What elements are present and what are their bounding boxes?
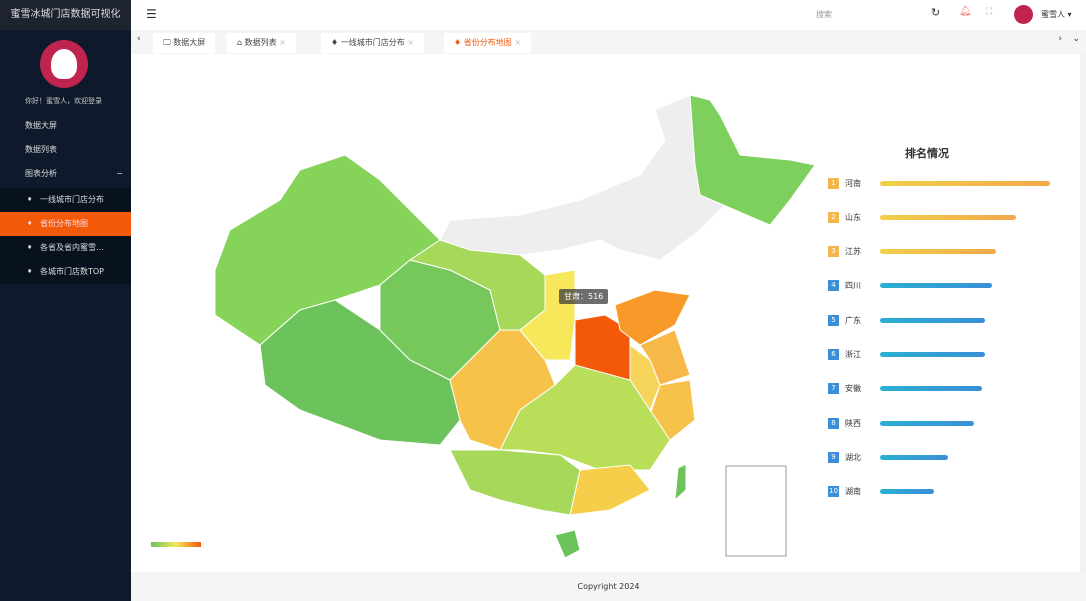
china-map [151,94,816,559]
ranking-item: 10 湖南 [828,486,935,498]
user-name: 蜜雪人 [1041,10,1065,19]
rank-badge: 2 [828,211,839,223]
rank-bar [880,352,986,357]
rank-badge: 10 [828,486,839,498]
sidebar: 蜜雪冰城门店数据可视化 你好！蜜雪人，欢迎登录 数据大屏 数据列表 图表分析 − … [0,0,131,601]
search-input[interactable]: 搜索 [816,10,832,19]
sidebar-item-charts[interactable]: 图表分析 − [0,162,131,186]
rank-badge: 5 [828,314,839,326]
ranking-item: 9 湖北 [828,451,948,463]
rank-bar [880,489,935,495]
sidebar-item-dashboard[interactable]: 数据大屏 [25,121,57,130]
header: ☰ 搜索 ↻ 🔔︎ ⛶ 蜜雪人 ▾ [131,0,1086,30]
sidebar-item-label: 图表分析 [25,169,57,178]
rank-badge: 6 [828,349,839,360]
rank-badge: 7 [828,383,839,395]
sidebar-sub-province[interactable]: 各省及省内蜜雪... [0,236,131,260]
region-northeast-gray [439,94,741,261]
rank-bar [880,249,996,255]
ranking-item: 8 陕西 [828,417,974,429]
region-guangdong [569,464,651,516]
bell-icon[interactable]: 🔔︎ [959,6,972,17]
rank-name: 浙江 [845,350,861,359]
rank-name: 安徽 [845,384,861,394]
user-avatar[interactable] [1014,5,1033,24]
tab-bar: ‹ 🖵 数据大屏 ⌂ 数据列表 × ♦ 一线城市门店分布 × ♦ 省份分布地图 … [131,30,1086,54]
welcome-text: 你好！蜜雪人，欢迎登录 [25,97,102,105]
rank-name: 广东 [845,315,861,325]
region-zhejiang [649,379,696,441]
ranking-item: 5 广东 [828,314,986,326]
tab-scroll-left-icon[interactable]: ‹ [137,34,141,44]
rank-badge: 3 [828,246,839,258]
region-taiwan [674,463,687,502]
tab-scroll-right-icon[interactable]: › [1058,34,1062,44]
rank-bar [880,214,1016,220]
tab-list[interactable]: ⌂ 数据列表 × [227,33,296,53]
app-title: 蜜雪冰城门店数据可视化 [0,0,131,30]
region-heilongjiang [689,94,816,226]
refresh-icon[interactable]: ↻ [931,6,941,19]
ranking-item: 6 浙江 [828,349,986,361]
sidebar-item-list[interactable]: 数据列表 [25,145,57,154]
menu-toggle-icon[interactable]: ☰ [146,7,157,21]
rank-name: 河南 [845,178,861,188]
visual-map-legend[interactable] [151,542,201,547]
rank-bar [880,386,982,392]
rank-badge: 1 [828,177,839,189]
region-south [449,449,581,516]
tab-label: 数据列表 [244,38,277,47]
rank-bar [880,420,974,426]
sidebar-sub-top[interactable]: 各城市门店数TOP [0,260,131,284]
sidebar-sub-city[interactable]: 一线城市门店分布 [0,188,131,212]
ranking-item: 2 山东 [828,211,1016,223]
rank-name: 湖南 [845,487,861,497]
rank-badge: 9 [828,451,839,463]
rank-name: 陕西 [845,418,861,428]
ranking-item: 4 四川 [828,280,993,292]
rank-bar [880,283,993,289]
tab-city[interactable]: ♦ 一线城市门店分布 × [321,33,424,53]
region-jiangsu [639,329,691,386]
map-tooltip: 甘肃：516 [559,289,609,304]
ranking-item: 7 安徽 [828,383,982,395]
tab-province-map[interactable]: ♦ 省份分布地图 × [444,33,531,53]
rank-bar [880,317,986,323]
region-hainan [554,529,581,559]
rank-bar [880,454,948,460]
rank-name: 山东 [845,212,861,222]
ranking-item: 3 江苏 [828,246,996,258]
user-menu[interactable]: 蜜雪人 ▾ [1041,10,1072,19]
tab-label: 数据大屏 [173,38,206,47]
tab-label: 一线城市门店分布 [340,38,405,47]
rank-name: 湖北 [845,452,861,462]
fullscreen-icon[interactable]: ⛶ [986,7,993,17]
rank-name: 江苏 [845,247,861,257]
tab-menu-icon[interactable]: ⌄ [1072,34,1080,44]
south-china-sea-inset [725,465,787,557]
tab-label: 省份分布地图 [463,38,512,47]
sidebar-sub-province-map[interactable]: 省份分布地图 [0,212,131,236]
ranking-item: 1 河南 [828,177,1050,189]
rank-name: 四川 [845,281,861,291]
collapse-icon: − [116,169,123,178]
rank-badge: 8 [828,417,839,429]
ranking-title: 排名情况 [905,147,949,160]
region-shandong [614,289,691,346]
rank-bar [880,180,1050,186]
avatar [40,40,88,88]
footer: Copyright 2024 [131,572,1086,601]
rank-badge: 4 [828,280,839,292]
tab-dashboard[interactable]: 🖵 数据大屏 [153,33,216,53]
